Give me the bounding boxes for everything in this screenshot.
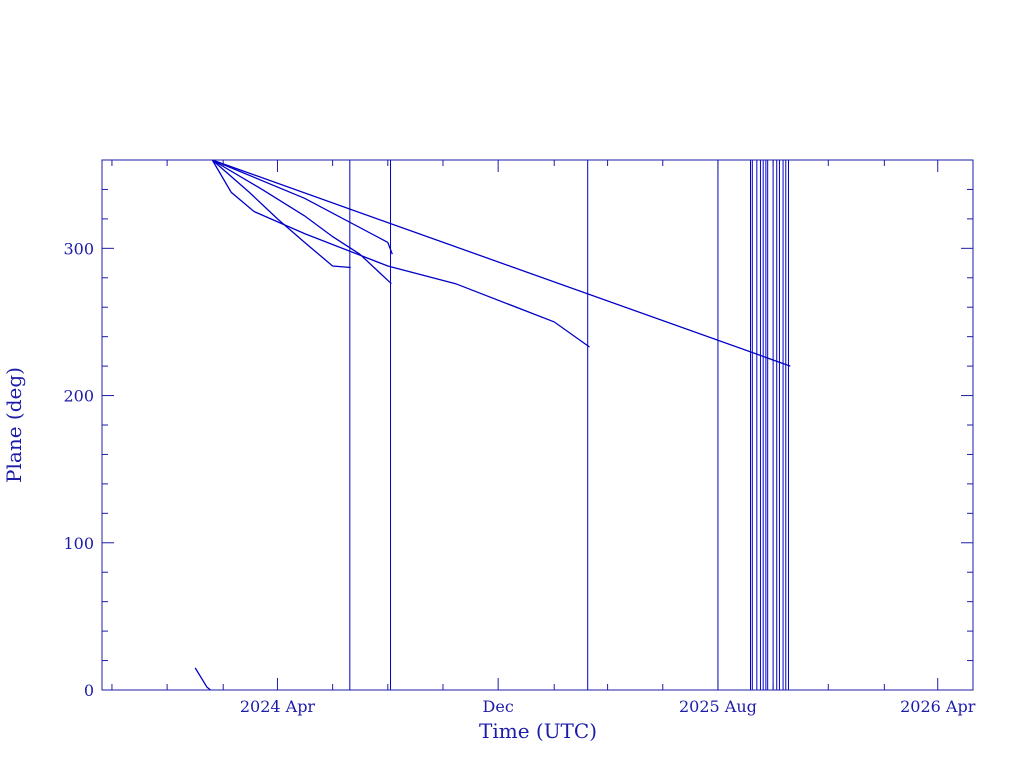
- series-line: [212, 159, 791, 367]
- x-tick-label: 2025 Aug: [679, 697, 757, 716]
- axis-tick-labels: 0 100 200 300 2024 Apr Dec 2025 Aug 2026 Apr: [63, 239, 975, 716]
- series-line: [212, 159, 393, 255]
- series-line: [211, 159, 351, 269]
- chart-marks: [194, 159, 791, 691]
- y-tick-label: 100: [63, 534, 94, 553]
- x-tick-label: Dec: [483, 697, 514, 716]
- series-line: [211, 159, 392, 285]
- y-axis-title: Plane (deg): [2, 367, 26, 483]
- y-tick-label: 300: [63, 239, 94, 258]
- x-tick-label: 2024 Apr: [240, 697, 316, 716]
- series-line: [194, 667, 211, 691]
- y-tick-label: 200: [63, 387, 94, 406]
- y-tick-label: 0: [84, 681, 94, 700]
- x-tick-label: 2026 Apr: [900, 697, 976, 716]
- axis-ticks: [102, 159, 973, 691]
- x-axis-title: Time (UTC): [479, 719, 597, 743]
- plot-frame: [101, 159, 974, 691]
- series-line: [211, 159, 590, 348]
